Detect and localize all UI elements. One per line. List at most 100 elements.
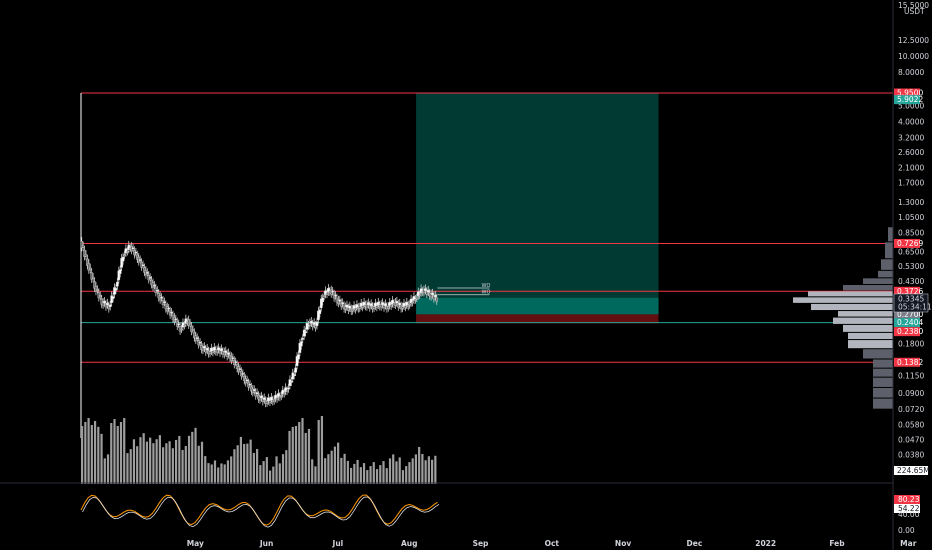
candle-body <box>248 383 252 386</box>
candle-body <box>434 294 437 298</box>
volume-profile <box>793 227 893 409</box>
candle-body <box>170 311 173 314</box>
volume-bar <box>356 459 359 484</box>
volume-bar <box>314 466 317 484</box>
volume-bar <box>317 420 320 484</box>
candle-body <box>369 303 373 307</box>
oscillator-highlight-label: 80.23 <box>898 495 920 504</box>
time-tick-label: Nov <box>615 539 631 548</box>
volume-profile-bar <box>881 259 893 270</box>
volume-profile-bar <box>843 324 893 332</box>
volume-bar <box>171 448 174 484</box>
price-tick-label: 0.1150 <box>898 371 924 380</box>
volume-latest-label: 224.65M <box>897 466 930 475</box>
volume-bar <box>268 470 272 484</box>
volume-bar <box>353 463 356 484</box>
candle-body <box>375 305 379 308</box>
candle-body <box>81 245 85 248</box>
volume-profile-bar <box>863 349 893 359</box>
candle-body <box>389 304 393 307</box>
volume-profile-bar <box>885 242 893 259</box>
time-tick-label: Dec <box>687 539 703 548</box>
price-axis-top-label: 15.5000 <box>898 1 929 10</box>
volume-bar <box>113 419 116 484</box>
volume-bar <box>288 430 291 484</box>
candle-body <box>183 325 186 327</box>
price-badge-label: 0.2380 <box>897 327 923 336</box>
candle-body <box>315 321 319 327</box>
position-tool[interactable] <box>416 92 659 324</box>
volume-bar <box>87 418 90 484</box>
volume-bar <box>223 464 226 484</box>
candle-body <box>294 367 297 373</box>
volume-bar <box>304 432 307 484</box>
price-tick-label: 0.0380 <box>898 451 924 460</box>
candle-body <box>431 292 434 295</box>
volume-bar <box>298 422 301 484</box>
volume-bar <box>278 463 281 484</box>
candle-body <box>203 346 206 349</box>
time-tick-label: 2022 <box>755 539 776 548</box>
volume-bar <box>152 443 155 484</box>
candle-body <box>126 251 129 253</box>
time-axis[interactable]: May Jun Jul Aug Sep Oct Nov Dec 2022 Feb Mar <box>187 539 917 548</box>
candle-body <box>285 390 289 392</box>
candle-body <box>321 297 325 302</box>
candle-body <box>414 298 417 301</box>
volume-bar <box>119 422 123 484</box>
position-loss-zone[interactable] <box>416 314 659 324</box>
volume-bar <box>243 443 246 484</box>
price-tick-label: 1.3000 <box>898 198 924 207</box>
price-axis-unit: USDT <box>904 7 925 16</box>
volume-bar <box>165 443 168 484</box>
position-profit-zone[interactable] <box>416 92 659 315</box>
volume-bar <box>281 454 285 484</box>
volume-series <box>81 416 437 484</box>
candle-body <box>272 399 276 402</box>
candle-body <box>160 297 163 299</box>
volume-bar <box>362 463 366 484</box>
volume-bar <box>230 456 233 484</box>
volume-bar <box>414 454 418 484</box>
candle-body <box>338 299 342 302</box>
volume-bar <box>366 470 369 484</box>
candle-body <box>180 328 183 331</box>
candle-body <box>381 302 384 306</box>
volume-bar <box>275 456 278 484</box>
volume-bar <box>123 418 126 484</box>
horizontal-levels[interactable] <box>81 92 893 363</box>
volume-bar <box>197 445 200 484</box>
candle-body <box>111 296 115 299</box>
candle-body <box>211 350 215 353</box>
price-badge-label: 5.9500 <box>897 88 923 97</box>
candle-body <box>177 323 180 325</box>
price-tick-label: 0.0470 <box>898 435 924 444</box>
position-profit-near-zone <box>416 297 659 315</box>
candle-body <box>97 292 101 299</box>
candle-body <box>348 305 352 309</box>
candle-body <box>325 293 329 295</box>
volume-profile-bar <box>848 332 893 340</box>
candle-body <box>255 392 259 395</box>
volume-bar <box>262 461 265 484</box>
price-tick-label: 0.1800 <box>898 339 924 348</box>
volume-bar <box>337 442 340 484</box>
volume-profile-bar <box>843 285 893 291</box>
candle-body <box>424 288 427 291</box>
volume-bar <box>424 460 427 484</box>
volume-bar <box>265 457 268 484</box>
candle-body <box>241 373 245 375</box>
volume-bar <box>126 453 129 484</box>
volume-bar <box>375 469 379 484</box>
volume-bar <box>272 466 275 484</box>
candle-body <box>290 381 293 383</box>
volume-bar <box>90 425 93 484</box>
price-badge-label: 5.9022 <box>897 95 923 104</box>
oscillator-current-label: 54.22 <box>898 504 920 513</box>
candle-body <box>227 352 230 355</box>
price-tick-label: 4.0000 <box>898 117 924 126</box>
